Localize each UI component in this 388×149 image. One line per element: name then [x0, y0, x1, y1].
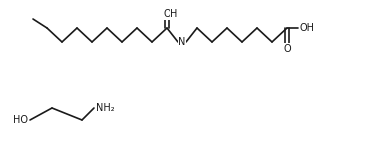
Text: OH: OH [300, 23, 315, 33]
Text: O: O [163, 9, 171, 19]
Text: N: N [178, 37, 186, 47]
Text: O: O [283, 44, 291, 54]
Text: HO: HO [12, 115, 28, 125]
Text: H: H [170, 9, 178, 19]
Text: NH₂: NH₂ [96, 103, 114, 113]
